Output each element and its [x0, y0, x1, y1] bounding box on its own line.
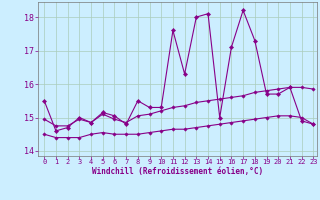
X-axis label: Windchill (Refroidissement éolien,°C): Windchill (Refroidissement éolien,°C)	[92, 167, 263, 176]
